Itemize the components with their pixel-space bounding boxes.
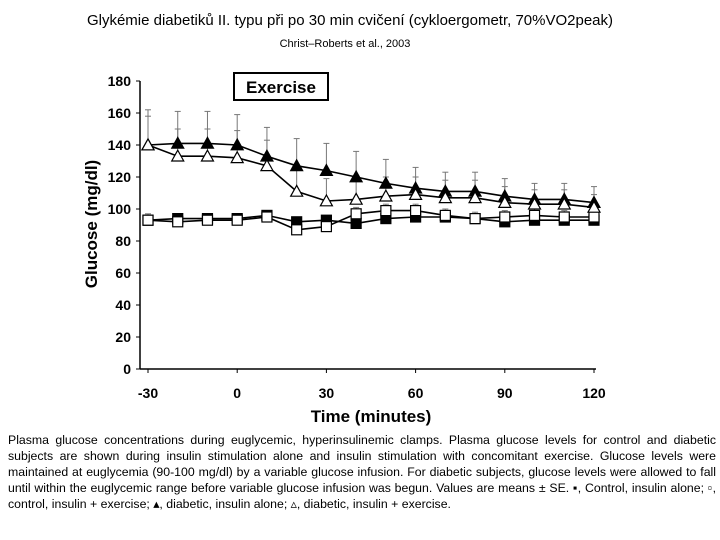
y-axis-label: Glucose (mg/dl)	[82, 160, 101, 288]
y-tick-label: 60	[115, 265, 131, 281]
open-triangle-marker	[140, 137, 156, 151]
series-line-3	[147, 144, 595, 209]
open-square-marker	[201, 214, 214, 226]
x-tick-label: -30	[138, 385, 158, 401]
open-triangle-marker	[200, 148, 215, 162]
y-tick-label: 160	[108, 105, 132, 121]
open-triangle-marker	[438, 190, 453, 204]
x-tick-label: 60	[408, 385, 424, 401]
open-square-marker	[320, 221, 332, 233]
series-line-0	[147, 214, 594, 225]
chart-subtitle: Christ–Roberts et al., 2003	[279, 38, 411, 50]
open-triangle-marker	[378, 188, 393, 202]
open-square-marker	[291, 224, 303, 236]
y-tick-label: 180	[108, 73, 132, 89]
y-tick-label: 80	[115, 233, 131, 249]
open-triangle-marker	[170, 148, 185, 162]
exercise-box	[233, 72, 329, 101]
open-triangle-marker	[349, 192, 364, 205]
x-tick-label: 30	[319, 385, 335, 401]
open-square-marker	[172, 216, 184, 228]
filled-triangle-marker	[230, 137, 245, 151]
open-square-marker	[410, 205, 422, 217]
series-lines	[140, 136, 602, 236]
open-triangle-marker	[408, 187, 423, 200]
filled-triangle-marker	[170, 136, 185, 149]
series-line-1	[147, 209, 594, 231]
open-triangle-marker	[527, 196, 542, 210]
open-triangle-marker	[319, 193, 334, 207]
open-square-marker	[261, 211, 273, 223]
y-tick-label: 100	[108, 201, 132, 217]
open-triangle-marker	[497, 195, 512, 208]
x-tick-label: 120	[582, 385, 606, 401]
chart-title: Glykémie diabetiků II. typu při po 30 mi…	[86, 12, 614, 29]
glucose-chart: 0 20 40 60 80 100 120 140 160 180 -30 0 30 60 90 120 Ex…	[82, 72, 606, 426]
open-triangle-marker	[259, 158, 274, 172]
open-square-marker	[558, 211, 570, 223]
exercise-annotation: Exercise	[233, 72, 329, 101]
open-triangle-marker	[468, 190, 483, 204]
open-square-marker	[439, 209, 451, 221]
filled-triangle-marker	[319, 163, 334, 176]
y-tick-label: 120	[108, 169, 132, 185]
open-triangle-marker	[586, 200, 602, 213]
axes	[136, 80, 596, 373]
filled-triangle-marker	[349, 169, 364, 183]
open-square-marker	[142, 214, 154, 226]
y-tick-label: 0	[123, 361, 131, 377]
x-tick-label: 90	[497, 385, 513, 401]
tick-labels: 0 20 40 60 80 100 120 140 160 180 -30 0 30 60 90 120	[108, 73, 606, 401]
x-tick-label: 0	[233, 385, 241, 401]
open-square-marker	[469, 213, 481, 225]
exercise-label: Exercise	[246, 78, 316, 97]
open-square-marker	[380, 205, 392, 217]
y-tick-label: 140	[108, 137, 132, 153]
open-triangle-marker	[289, 184, 304, 197]
figure-caption: Plasma glucose concentrations during eug…	[8, 433, 716, 512]
open-square-marker	[499, 211, 511, 223]
open-triangle-marker	[557, 196, 572, 210]
open-square-marker	[588, 211, 600, 223]
open-triangle-marker	[230, 150, 245, 164]
open-square-marker	[528, 209, 541, 221]
y-tick-label: 20	[115, 329, 131, 345]
filled-square-marker	[350, 217, 362, 229]
open-square-marker	[231, 214, 243, 226]
filled-triangle-marker	[378, 176, 393, 189]
series-line-2	[147, 142, 595, 204]
x-axis-label: Time (minutes)	[311, 407, 432, 426]
y-tick-label: 40	[115, 297, 131, 313]
filled-triangle-marker	[200, 136, 215, 149]
filled-triangle-marker	[289, 158, 304, 172]
open-square-marker	[350, 208, 362, 220]
